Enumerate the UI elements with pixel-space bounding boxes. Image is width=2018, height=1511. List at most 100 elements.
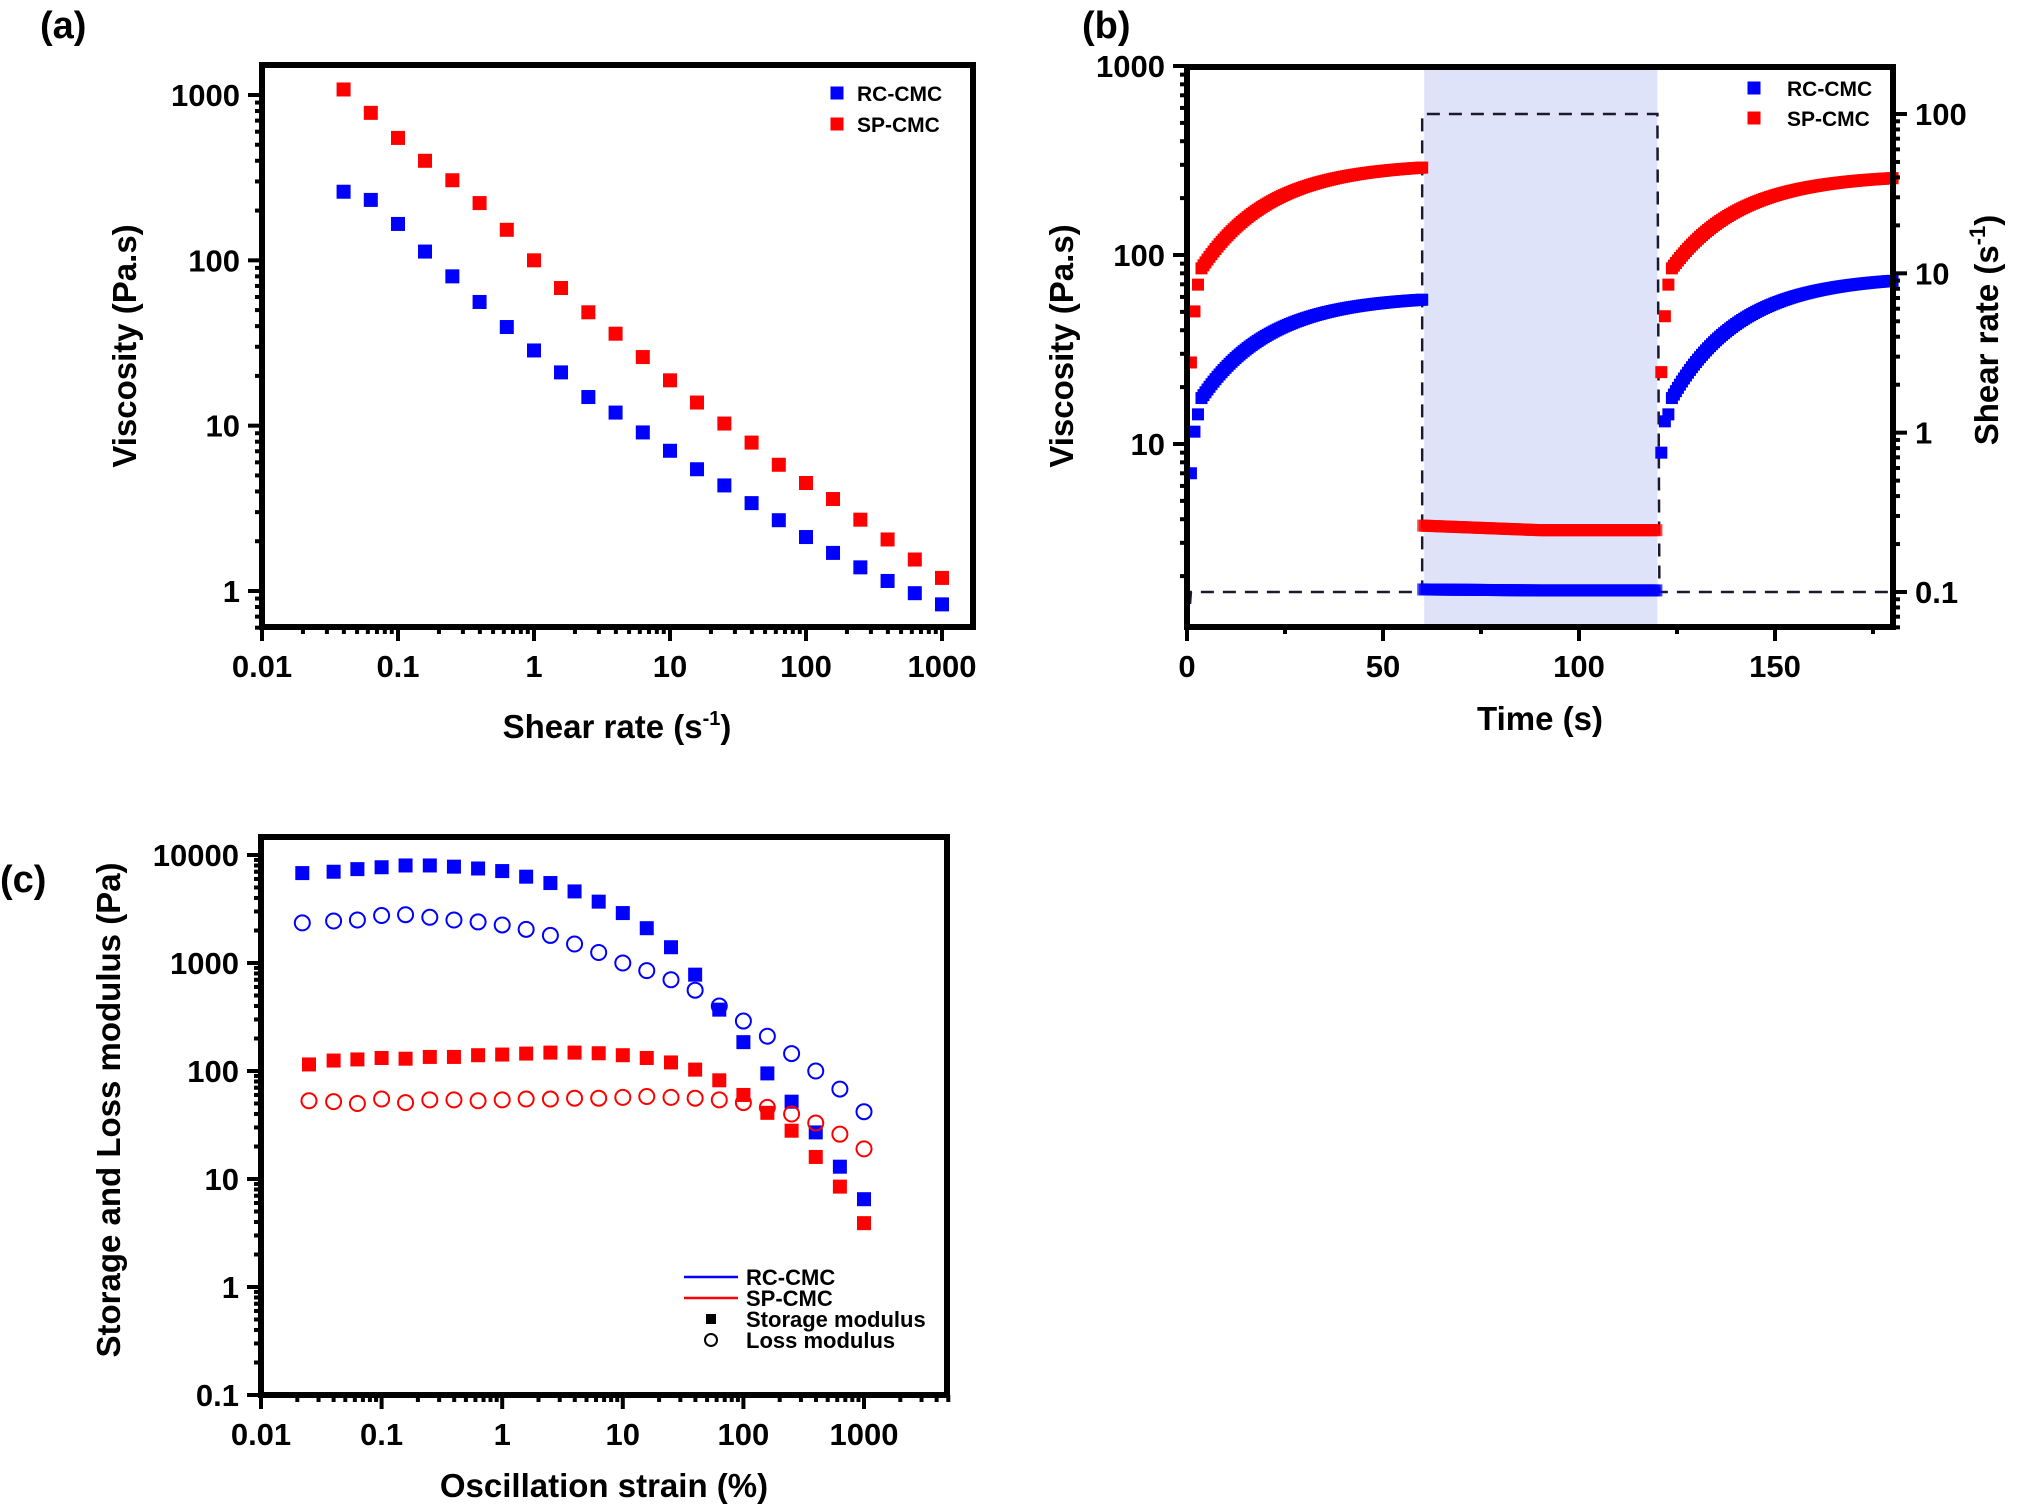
panel-a-y-tick-label: 1 (223, 574, 240, 609)
panel-c-legend-sp-cmc-label: SP-CMC (746, 1286, 833, 1311)
panel-a-point-rc-cmc (935, 597, 949, 612)
panel-c-point-rc-cmc-storage-modulus (639, 921, 654, 936)
panel-c-point-rc-cmc-storage-modulus (374, 860, 389, 875)
panel-a-point-sp-cmc (853, 512, 868, 527)
panel-c-y-tick-label: 0.1 (196, 1378, 239, 1413)
panel-c-point-sp-cmc-storage-modulus (784, 1123, 799, 1138)
panel-a-x-axis-title-main: Shear rate (s (503, 708, 703, 745)
panel-c-point-sp-cmc-storage-modulus (857, 1216, 871, 1231)
panel-c-point-rc-cmc-loss-modulus (348, 911, 366, 929)
panel-c-legend-storage-modulus-label: Storage modulus (746, 1307, 926, 1332)
panel-c-point-rc-cmc-storage-modulus (688, 967, 703, 982)
panel-b-y-tick-label: 100 (1113, 238, 1165, 273)
panel-c-point-sp-cmc-storage-modulus (301, 1057, 316, 1072)
panel-b-point-sp-cmc (1658, 310, 1671, 323)
panel-a-legend-label: RC-CMC (857, 83, 942, 106)
panel-c-point-rc-cmc-storage-modulus (760, 1066, 775, 1081)
panel-b-point-rc-cmc (1191, 408, 1204, 421)
panel-a-point-rc-cmc (581, 390, 596, 405)
panel-a-legend-marker-rc-cmc (830, 86, 844, 100)
panel-b-point-sp-cmc (1416, 161, 1429, 174)
panel-c-point-rc-cmc-loss-modulus (758, 1027, 776, 1045)
panel-a-point-rc-cmc (771, 513, 786, 528)
panel-c-point-sp-cmc-storage-modulus (664, 1055, 679, 1070)
panel-c-point-sp-cmc-storage-modulus (326, 1053, 341, 1068)
panel-b-y2-y-tick-label: 1 (1915, 416, 1932, 451)
panel-a-point-rc-cmc (853, 560, 868, 575)
panel-a-point-sp-cmc (880, 532, 895, 547)
panel-b-point-rc-cmc (1416, 293, 1429, 306)
panel-c-point-sp-cmc-storage-modulus (832, 1179, 847, 1194)
panel-a-point-rc-cmc (336, 184, 351, 199)
panel-c-point-rc-cmc-loss-modulus (397, 906, 415, 924)
panel-a-point-rc-cmc (418, 244, 433, 259)
panel-c-point-rc-cmc-loss-modulus (590, 944, 608, 962)
panel-c-point-sp-cmc-storage-modulus (808, 1149, 823, 1164)
panel-c-point-sp-cmc-loss-modulus (541, 1090, 559, 1108)
panel-a-point-rc-cmc (744, 496, 759, 511)
panel-c-point-sp-cmc-loss-modulus (348, 1095, 366, 1113)
panel-a-point-sp-cmc (717, 416, 732, 431)
panel-c-point-rc-cmc-storage-modulus (326, 864, 341, 879)
panel-c-point-rc-cmc-loss-modulus (293, 914, 311, 932)
panel-a-point-rc-cmc (635, 425, 650, 440)
panel-a-point-rc-cmc (445, 269, 460, 284)
panel-c-point-sp-cmc-loss-modulus (686, 1089, 704, 1107)
panel-b-y-tick-label: 10 (1131, 427, 1165, 462)
panel-c-y-tick-label: 10000 (153, 838, 239, 873)
panel-b-y-tick-label: 1000 (1096, 49, 1165, 84)
panel-b-x-axis-title: Time (s) (1477, 700, 1603, 737)
panel-c-label: (c) (0, 859, 46, 901)
panel-c-point-sp-cmc-loss-modulus (566, 1089, 584, 1107)
panel-c-point-rc-cmc-loss-modulus (734, 1012, 752, 1030)
panel-c-point-rc-cmc-storage-modulus (398, 858, 413, 873)
panel-c-point-rc-cmc-storage-modulus (446, 859, 461, 874)
panel-c-point-sp-cmc-storage-modulus (446, 1049, 461, 1064)
panel-a-point-rc-cmc (363, 192, 378, 207)
panel-c-point-rc-cmc-storage-modulus (857, 1192, 871, 1207)
panel-a-y-axis-title: Viscosity (Pa.s) (106, 224, 143, 467)
panel-c-x-tick-label: 100 (718, 1417, 770, 1452)
panel-b-point-rc-cmc (1655, 446, 1668, 459)
panel-c-x-tick-label: 1000 (830, 1417, 899, 1452)
panel-c-point-sp-cmc-storage-modulus (398, 1051, 413, 1066)
panel-c-point-rc-cmc-loss-modulus (373, 907, 391, 925)
panel-c-point-rc-cmc-loss-modulus (541, 926, 559, 944)
panel-b-point-sp-cmc (1662, 278, 1675, 291)
panel-c-point-rc-cmc-storage-modulus (712, 1002, 727, 1017)
panel-c-point-rc-cmc-loss-modulus (614, 954, 632, 972)
panel-c-point-rc-cmc-loss-modulus (445, 911, 463, 929)
panel-c-y-axis-title: Storage and Loss modulus (Pa) (90, 862, 127, 1357)
panel-a-point-sp-cmc (771, 457, 786, 472)
panel-c-point-sp-cmc-storage-modulus (471, 1048, 486, 1063)
panel-c-y-tick-label: 100 (187, 1054, 239, 1089)
panel-c-point-sp-cmc-storage-modulus (350, 1052, 365, 1067)
panel-c-legend-storage-modulus-marker (706, 1314, 716, 1324)
panel-a-point-sp-cmc (690, 395, 705, 410)
panel-c-point-rc-cmc-storage-modulus (567, 884, 582, 899)
panel-a-x-tick-label: 1 (525, 649, 542, 684)
panel-a-point-sp-cmc (581, 305, 596, 320)
panel-a-y-tick-label: 10 (206, 409, 240, 444)
panel-b-point-sp-cmc (1652, 524, 1663, 537)
panel-a-x-tick-label: 100 (780, 649, 832, 684)
panel-a-point-sp-cmc (499, 222, 514, 237)
panel-c-point-rc-cmc-loss-modulus (493, 916, 511, 934)
panel-b-x-tick-label: 0 (1178, 649, 1195, 684)
panel-c-point-rc-cmc-storage-modulus (519, 869, 534, 884)
panel-a-x-axis-title-sup: -1 (703, 708, 721, 730)
panel-b-shaded-high-shear-interval (1424, 67, 1658, 627)
panel-c-point-sp-cmc-loss-modulus (783, 1105, 801, 1123)
panel-a-point-rc-cmc (880, 573, 895, 588)
panel-a-point-sp-cmc (907, 552, 922, 567)
panel-b-y2-axis-title: Shear rate (s-1) (1965, 215, 2005, 446)
panel-b-plot-frame (1184, 64, 1896, 630)
panel-b-x-tick-label: 100 (1553, 649, 1605, 684)
panel-c-point-rc-cmc-storage-modulus (471, 861, 486, 876)
panel-a-point-rc-cmc (907, 586, 922, 601)
panel-a-point-sp-cmc (744, 435, 759, 450)
panel-c-point-sp-cmc-storage-modulus (760, 1105, 775, 1120)
panel-c-y-tick-label: 1000 (170, 946, 239, 981)
panel-b-x-tick-label: 50 (1366, 649, 1400, 684)
